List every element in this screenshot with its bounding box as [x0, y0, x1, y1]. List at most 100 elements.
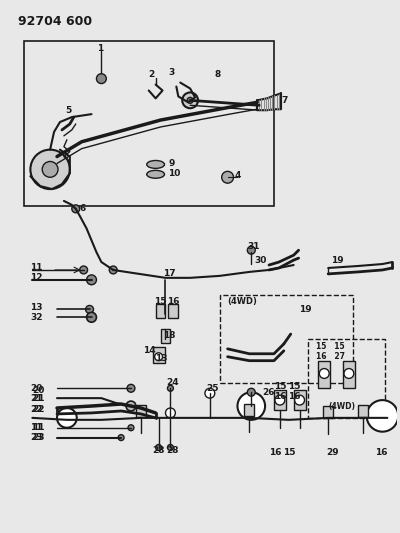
Text: 15: 15	[154, 297, 166, 306]
Circle shape	[156, 445, 162, 450]
Text: 92704 600: 92704 600	[18, 15, 92, 28]
Text: 29: 29	[326, 448, 339, 457]
Circle shape	[247, 246, 255, 254]
Bar	[343, 361, 355, 388]
Text: 16   27: 16 27	[316, 352, 345, 361]
Circle shape	[247, 388, 255, 396]
Text: 1: 1	[98, 44, 104, 53]
Text: 19: 19	[299, 305, 311, 314]
Text: (4WD): (4WD)	[328, 401, 355, 410]
Text: 15: 15	[274, 382, 286, 391]
Circle shape	[72, 205, 80, 213]
Text: (4WD): (4WD)	[228, 297, 258, 306]
Circle shape	[80, 266, 88, 274]
Circle shape	[127, 384, 135, 392]
Circle shape	[57, 408, 77, 427]
Text: 19: 19	[331, 256, 344, 264]
Text: 15: 15	[288, 382, 300, 391]
Circle shape	[168, 385, 173, 391]
Text: 11: 11	[32, 423, 45, 432]
Circle shape	[205, 388, 215, 398]
Circle shape	[319, 368, 329, 378]
Bar	[323, 406, 333, 418]
Text: 3: 3	[168, 68, 175, 77]
Bar	[160, 329, 170, 343]
Text: 20: 20	[30, 384, 43, 393]
Circle shape	[118, 434, 124, 441]
Text: 2: 2	[149, 70, 155, 79]
Text: 23: 23	[32, 433, 45, 442]
Circle shape	[86, 275, 96, 285]
Bar	[136, 405, 146, 417]
Circle shape	[128, 425, 134, 431]
Text: 23: 23	[30, 433, 43, 442]
Text: 5: 5	[65, 106, 71, 115]
Bar	[220, 295, 353, 383]
Bar	[168, 304, 178, 318]
Text: 32: 32	[30, 313, 43, 322]
Text: 21: 21	[32, 394, 45, 402]
Text: 22: 22	[30, 406, 43, 415]
Circle shape	[109, 266, 117, 274]
Text: 9: 9	[168, 159, 175, 168]
Circle shape	[187, 98, 193, 103]
Circle shape	[30, 150, 70, 189]
Text: 6: 6	[80, 204, 86, 213]
Bar	[274, 390, 286, 410]
Circle shape	[86, 305, 94, 313]
Circle shape	[182, 92, 198, 108]
Text: 16: 16	[269, 448, 282, 457]
Bar	[318, 361, 330, 388]
Text: 15   15: 15 15	[316, 342, 345, 351]
Text: 16: 16	[376, 448, 388, 457]
Circle shape	[42, 161, 58, 177]
Bar	[308, 339, 385, 418]
Bar	[294, 390, 306, 410]
Text: 25: 25	[206, 384, 218, 393]
Text: 16: 16	[288, 392, 300, 401]
Circle shape	[295, 395, 304, 405]
Bar	[244, 404, 254, 416]
Circle shape	[238, 392, 265, 420]
Text: 16: 16	[168, 297, 180, 306]
Text: 13: 13	[30, 303, 43, 312]
Text: 14: 14	[143, 346, 156, 356]
Circle shape	[166, 408, 175, 418]
Text: 31: 31	[247, 242, 260, 251]
Circle shape	[155, 353, 162, 361]
Circle shape	[367, 400, 398, 432]
Text: 11: 11	[30, 423, 43, 432]
Text: 20: 20	[32, 386, 45, 395]
Text: 13: 13	[155, 354, 167, 363]
Circle shape	[96, 74, 106, 84]
Text: 17: 17	[164, 269, 176, 278]
Bar	[153, 347, 164, 362]
Text: 7: 7	[282, 96, 288, 105]
Text: 8: 8	[215, 70, 221, 79]
Text: 12: 12	[30, 273, 43, 282]
Circle shape	[126, 401, 136, 411]
Text: 26: 26	[262, 387, 275, 397]
Circle shape	[168, 445, 173, 450]
Bar	[156, 304, 166, 318]
Circle shape	[344, 368, 354, 378]
Circle shape	[222, 171, 234, 183]
Text: 28: 28	[153, 446, 165, 455]
Bar	[358, 405, 368, 417]
Circle shape	[275, 395, 285, 405]
Text: 22: 22	[32, 406, 45, 415]
Text: 11: 11	[30, 263, 43, 272]
Text: 30: 30	[254, 256, 267, 264]
Text: 4: 4	[234, 171, 241, 180]
Bar	[24, 41, 274, 206]
Circle shape	[86, 312, 96, 322]
Text: 28: 28	[166, 446, 179, 455]
Text: 24: 24	[166, 378, 179, 387]
Ellipse shape	[147, 171, 164, 178]
Text: 21: 21	[30, 394, 43, 402]
Text: 15: 15	[283, 448, 295, 457]
Ellipse shape	[147, 160, 164, 168]
Text: 10: 10	[168, 169, 181, 178]
Text: 18: 18	[164, 330, 176, 340]
Text: 16: 16	[274, 392, 286, 401]
